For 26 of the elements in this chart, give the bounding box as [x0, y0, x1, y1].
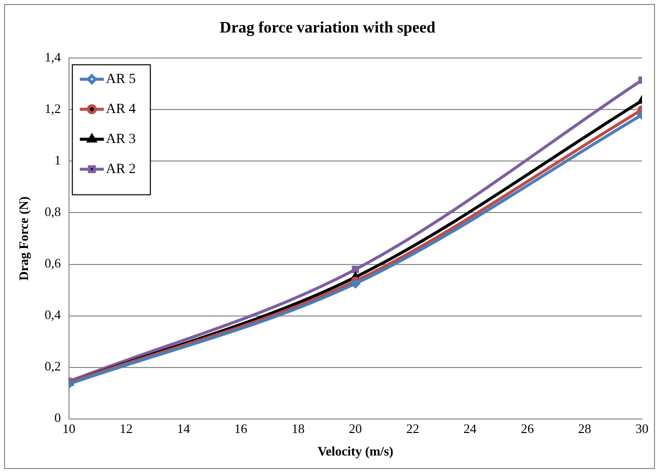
- x-tick-label: 26: [520, 421, 534, 436]
- x-tick-label: 18: [292, 421, 305, 436]
- x-tick-label: 24: [464, 421, 478, 436]
- x-tick-label: 12: [120, 421, 133, 436]
- legend-label: AR 3: [106, 132, 136, 147]
- x-tick-label: 14: [176, 421, 190, 436]
- legend-label: AR 4: [106, 102, 136, 117]
- y-tick-label: 0,2: [44, 358, 61, 374]
- x-tick-label: 30: [636, 421, 648, 436]
- y-tick-label: 0: [54, 410, 61, 426]
- legend-label: AR 2: [106, 162, 136, 177]
- x-tick-label: 16: [234, 421, 248, 436]
- y-tick-label: 1,4: [44, 50, 62, 65]
- x-axis-title: Velocity (m/s): [318, 444, 394, 459]
- y-tick-label: 1: [54, 152, 61, 168]
- y-tick-label: 0,4: [44, 307, 62, 322]
- x-tick-label: 20: [348, 421, 362, 436]
- y-axis-title: Drag Force (N): [16, 196, 32, 281]
- x-tick-label: 22: [406, 421, 420, 436]
- y-tick-label: 1,2: [44, 101, 61, 116]
- chart-title: Drag force variation with speed: [220, 20, 436, 37]
- y-tick-label: 0,8: [44, 204, 61, 220]
- x-tick-label: 28: [578, 421, 592, 436]
- x-tick-label: 10: [62, 421, 76, 436]
- legend-label: AR 5: [106, 72, 136, 87]
- y-tick-label: 0,6: [44, 256, 62, 271]
